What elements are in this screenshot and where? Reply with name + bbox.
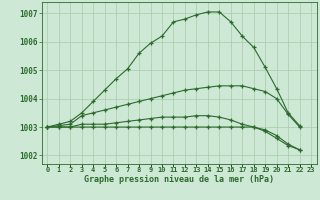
X-axis label: Graphe pression niveau de la mer (hPa): Graphe pression niveau de la mer (hPa) xyxy=(84,175,274,184)
